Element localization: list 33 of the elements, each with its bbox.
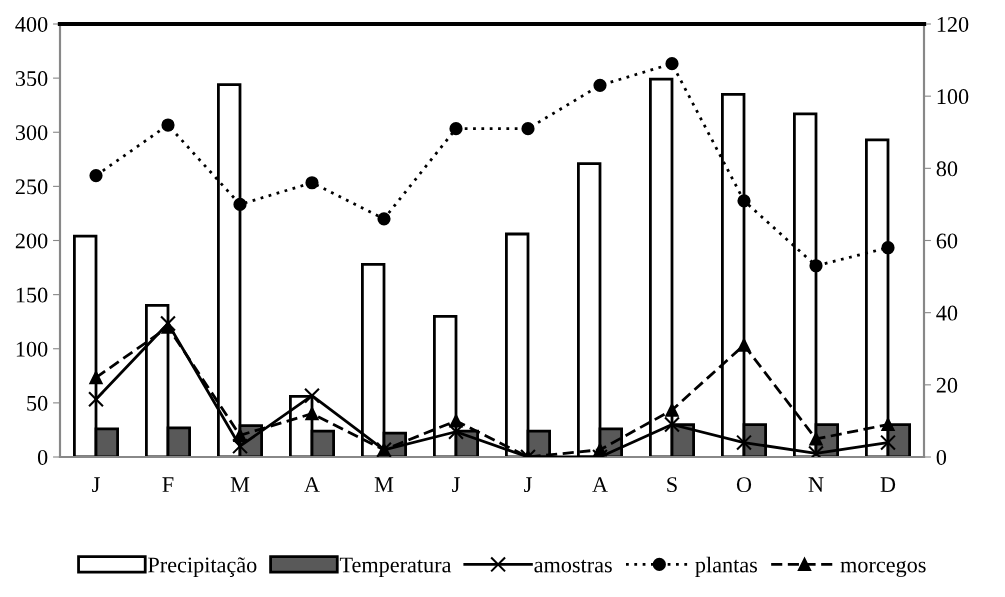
legend-label: Temperatura [339, 557, 452, 577]
x-tick-label: M [374, 477, 394, 492]
x-tick-label: A [592, 477, 608, 492]
y2-tick-label: 60 [936, 233, 958, 249]
y2-tick-label: 0 [936, 449, 947, 465]
y-tick-label: 300 [15, 125, 48, 141]
x-tick-label: M [230, 477, 250, 492]
y-tick-label: 50 [27, 395, 48, 411]
x-tick-label: A [304, 477, 320, 492]
y2-tick-label: 20 [936, 377, 958, 393]
y-tick-label: 100 [16, 341, 48, 357]
y-tick-label: 350 [15, 71, 48, 87]
y-tick-label: 250 [15, 179, 48, 195]
y2-tick-label: 80 [936, 161, 958, 177]
y-tick-label: 400 [15, 16, 48, 32]
y2-tick-label: 40 [936, 305, 958, 321]
legend-label: morcegos [840, 560, 926, 577]
x-tick-label: J [452, 477, 460, 493]
x-tick-label: D [880, 477, 896, 492]
x-tick-label: F [162, 477, 174, 492]
legend-label: plantas [695, 556, 758, 577]
legend-label: amostras [534, 559, 612, 573]
x-tick-label: S [667, 477, 677, 493]
x-tick-label: O [736, 477, 752, 493]
x-tick-label: N [808, 477, 824, 492]
y-tick-label: 150 [16, 287, 48, 303]
y2-tick-label: 100 [937, 89, 969, 105]
y2-tick-label: 120 [937, 16, 969, 32]
legend-label: Precipitação [148, 557, 257, 577]
x-tick-label: J [524, 477, 532, 493]
x-tick-label: J [92, 477, 100, 493]
y-tick-label: 0 [37, 449, 48, 465]
y-tick-label: 200 [15, 233, 48, 249]
